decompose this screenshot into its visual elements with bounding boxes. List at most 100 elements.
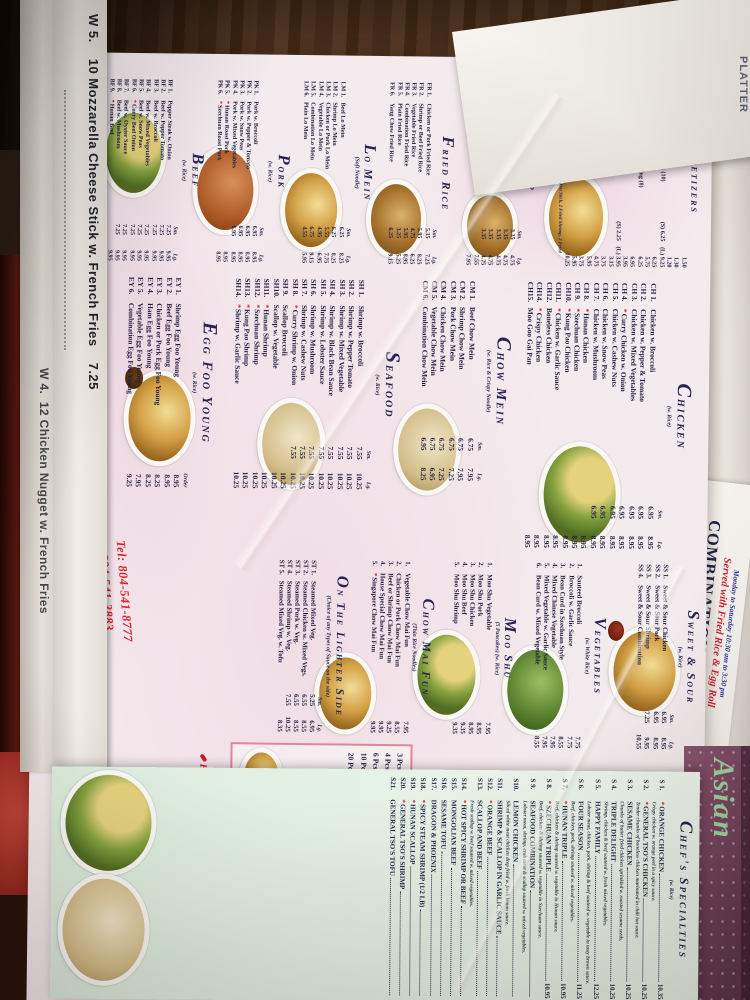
- item-price-small: 3.35: [509, 228, 516, 240]
- item-price-large: 5.25: [393, 253, 401, 265]
- item-price-large: 3.75: [577, 255, 584, 267]
- chef-item-row: S19. * HUNAN SCALLOP: [406, 777, 417, 997]
- item-name: Szechuan Shrimp: [251, 309, 262, 365]
- item-price-large: 5.95: [300, 252, 307, 264]
- spicy-pepper-icon: *: [108, 99, 115, 103]
- item-price-large: 8.95: [401, 253, 408, 265]
- item-name: Pepper Steak w. Onion: [166, 100, 173, 160]
- cover-script-text: Asian: [707, 758, 740, 840]
- chef-item-row: S 2. * GENERAL TSO'S CHICKEN 10.25: [639, 779, 650, 999]
- section-title: Moo Shu: [500, 617, 521, 680]
- item-price-large: 9.15: [386, 253, 393, 265]
- chef-item: S 2. * GENERAL TSO'S CHICKEN 10.25 Tender c…: [633, 779, 650, 999]
- side-item-name: 10 Mozzarella Cheese Stick w. French Fri…: [86, 58, 101, 347]
- item-price-small: 6.95: [636, 506, 646, 520]
- item-name: SESAME TOFU: [439, 799, 448, 850]
- chef-item: S 7. * HUNAN TRIPLE 10.95 Beef, chicken & s…: [552, 779, 569, 999]
- item-name: Curry Shrimp w. Onion: [289, 309, 300, 386]
- chef-item-row: S11.*SHRIMP & SCALLOP IN GARLIC SAUCE: [493, 778, 504, 998]
- chef-item: S11.*SHRIMP & SCALLOP IN GARLIC SAUCE: [493, 778, 504, 998]
- item-price-small: 4.55: [300, 226, 307, 238]
- chef-item-row: S 7. * HUNAN TRIPLE 10.95: [558, 779, 569, 999]
- chef-item: S 1. * ORANGE CHICKEN 10.35 Crispy chicken …: [649, 780, 666, 1000]
- item-price-large: 10.25: [345, 472, 355, 490]
- item-name: SZECHUAN TRIPLE: [544, 805, 553, 872]
- chef-items: S 1. * ORANGE CHICKEN 10.35 Crispy chicken …: [386, 777, 666, 999]
- item-price-large: 6.25: [408, 253, 415, 265]
- item-name: Steamed Chicken w. Mixed Vegs.: [300, 581, 309, 677]
- item-name: Shrimp Lo Mein: [331, 102, 338, 146]
- item-number: CH10.: [563, 282, 573, 303]
- item-price-large: 8.25: [329, 252, 336, 264]
- item-price-large: 8.95: [551, 535, 561, 549]
- item-name: Combination Lo Mein: [309, 102, 316, 161]
- item-price-small: 6.25: [330, 226, 337, 238]
- chef-item: S 8. * SZECHUAN TRIPLE 10.95 Beef, chicken …: [536, 779, 553, 999]
- item-price-large: 8.95: [570, 535, 580, 549]
- item-number: CM 1.: [467, 281, 478, 301]
- item-price-large: 8.35: [275, 719, 283, 732]
- item-price-large: 7.25: [446, 467, 456, 481]
- item-price-large: 7.95: [464, 254, 472, 266]
- section-pork: Pork (w. Rice) Sm.Lg. PK 1.*Pork w. Broc…: [213, 80, 293, 263]
- item-price-large: 1.50: [680, 256, 687, 268]
- section-sweet-sour: Sweet & Sour (w. Rice) Sm.Lg. SS 1.*Swee…: [634, 564, 703, 750]
- item-price-large: 9.95: [113, 250, 120, 261]
- item-price-large: 5.95: [585, 255, 592, 267]
- spicy-pepper-icon: *: [419, 799, 428, 804]
- item-price: 12.25: [591, 983, 600, 1000]
- dotted-leader: [409, 866, 412, 996]
- chef-specialties-sheet: Chef's Specialties (w. Rice) S 1. * ORANGE…: [50, 766, 700, 1000]
- item-number: 5.: [452, 561, 460, 568]
- item-number: PK 1.: [252, 80, 260, 96]
- item-number: S13.: [475, 778, 485, 791]
- spicy-pepper-icon: *: [370, 572, 378, 577]
- item-price-small: 5.25: [308, 694, 316, 707]
- item-price-large: 6.95: [308, 720, 316, 733]
- item-price-large: 10.25: [335, 472, 345, 490]
- item-name: Shrimp or Beef Fried Rice: [417, 103, 424, 173]
- item-price-large: 5.95: [570, 255, 577, 267]
- item-number: BF 4.: [144, 79, 152, 93]
- item-number: CM 6.: [420, 280, 430, 301]
- item-number: CH 1.: [648, 283, 659, 302]
- item-price-large: 9.95: [164, 250, 171, 262]
- section-items: FR 1.*Chicken or Pork Fried Rice5.357.25…: [385, 82, 432, 265]
- item-price-large: 4.75: [508, 254, 515, 266]
- section-chow-mai-fun: Chow Mai Fun (Thin Rice Noodles) 1.*Vege…: [368, 561, 439, 734]
- item-name: HUNAN SCALLOP: [408, 803, 418, 865]
- chef-item-row: S15.*MONGOLIAN BEEF: [447, 778, 458, 998]
- item-price-large: 9.95: [150, 250, 157, 262]
- chef-item-row: S18. * SPICY STEAM SHRIMP (1/2 LB): [416, 778, 427, 998]
- item-name: HUNAN TRIPLE: [560, 805, 569, 859]
- item-name: GENERAL TSO'S TOFU: [388, 799, 397, 877]
- item-number: SH12.: [252, 278, 262, 298]
- spicy-pepper-icon: *: [290, 304, 300, 309]
- item-price-small: 7.25: [113, 224, 121, 235]
- item-name: Pork Chow Mein: [448, 306, 458, 362]
- item-name: Shrimp w. Garlic Sauce: [232, 308, 243, 384]
- spicy-pepper-icon: *: [563, 308, 573, 313]
- item-number: S20.: [399, 777, 408, 791]
- item-number: 3.: [559, 563, 567, 569]
- item-price-large: 1.30: [672, 256, 679, 268]
- item-name: ORANGE BEEF: [485, 804, 494, 856]
- section-chow-mein: Chow Mein (w. Rice & Crispy Noodle) Sm. L…: [418, 280, 516, 481]
- item-number: S17.: [429, 777, 438, 791]
- item-name: MONGOLIAN BEEF: [448, 799, 458, 866]
- item-price-large: 10.55: [634, 733, 643, 750]
- spicy-pepper-icon: *: [409, 799, 418, 804]
- item-price-large: 10.25: [563, 252, 570, 267]
- dotted-leader: [561, 860, 564, 982]
- section-chicken: Chicken (w. Rice) Sm.Lg. CH 1.*Chicken w…: [522, 282, 696, 550]
- item-name: Curry Beef Onion: [129, 103, 137, 152]
- item-price-small: 6.95: [236, 225, 243, 237]
- item-price-large: 10.25: [307, 472, 317, 490]
- item-price-small: 6.75: [437, 437, 447, 451]
- item-price-large: 8.95: [250, 251, 258, 263]
